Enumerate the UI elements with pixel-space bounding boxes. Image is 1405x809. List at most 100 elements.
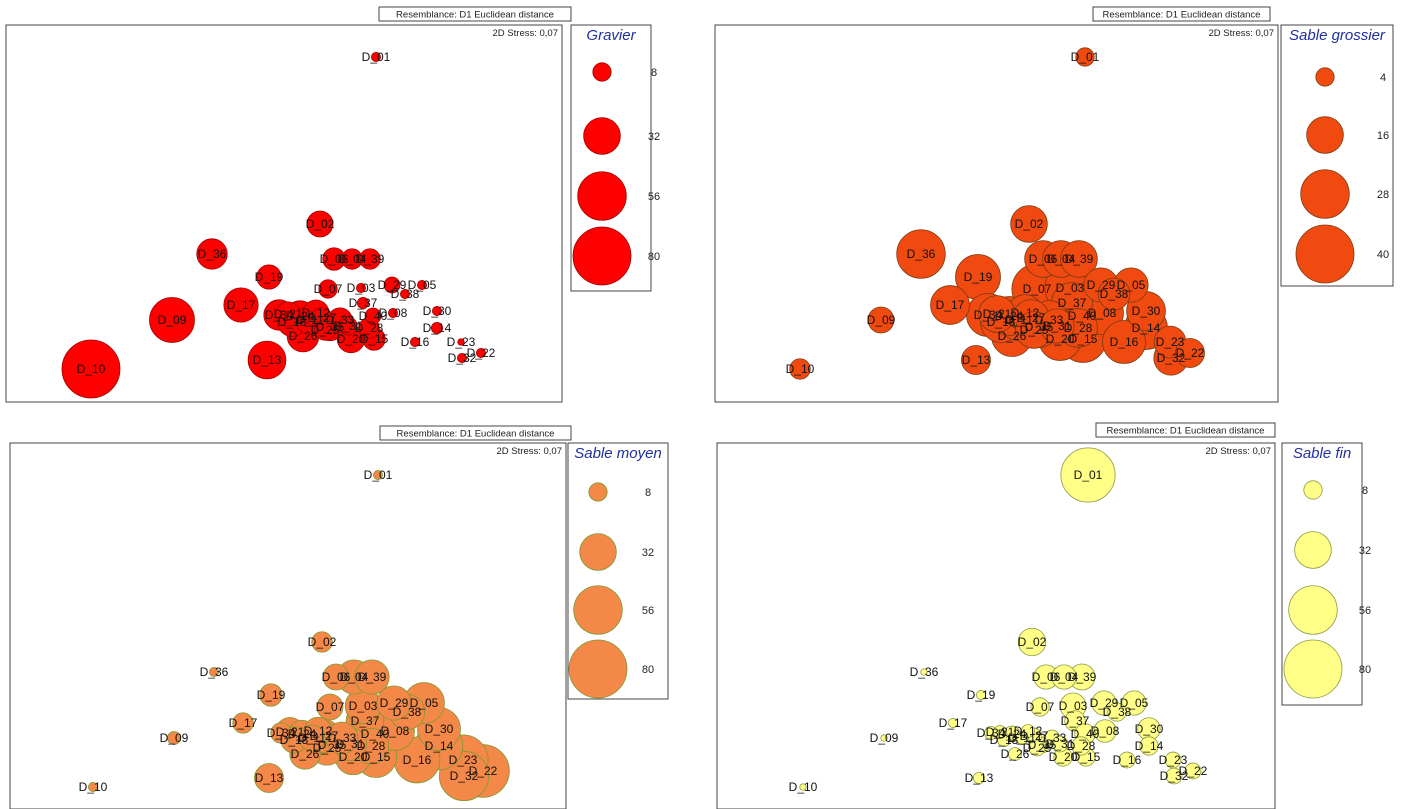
bubble-d-28 (1071, 736, 1091, 756)
bubble-d-11 (298, 724, 326, 752)
bubble-d-30 (432, 306, 442, 316)
station-label: D_35 (1028, 738, 1057, 752)
bubble-d-25 (314, 319, 336, 341)
bubble-d-07 (316, 693, 344, 721)
legend-title: Sable fin (1293, 445, 1351, 462)
bubble-d-32 (457, 353, 467, 363)
station-label: D_22 (1179, 764, 1208, 778)
station-label: D_03 (349, 699, 378, 713)
legend-value: 16 (1377, 130, 1389, 142)
station-label: D_20 (1046, 332, 1075, 346)
station-label: D_08 (1088, 306, 1117, 320)
station-label: D_07 (314, 282, 343, 296)
station-label: D_38 (391, 287, 420, 301)
station-label: D_15 (1069, 332, 1098, 346)
bubble-d-12 (1021, 724, 1035, 738)
station-label: D_18 (987, 315, 1016, 329)
station-label: D_38 (393, 705, 422, 719)
bubbles (789, 47, 1205, 380)
panel-2: Resemblance: D1 Euclidean distance 2D Str… (714, 6, 1394, 403)
station-label: D_30 (425, 722, 454, 736)
bubble-d-37 (356, 296, 370, 310)
plot-frame (716, 442, 1276, 809)
station-label: D_20 (337, 332, 366, 346)
station-label: D_33 (326, 313, 355, 327)
station-label: D_19 (967, 688, 996, 702)
station-label: D_17 (936, 298, 965, 312)
station-label: D_15 (1072, 750, 1101, 764)
bubble-d-29 (376, 685, 412, 721)
station-label: D_34 (977, 726, 1006, 740)
station-label: D_01 (364, 468, 393, 482)
bubble-d-10 (799, 783, 807, 791)
station-label: D_36 (198, 247, 227, 261)
legend-value: 80 (642, 664, 654, 676)
bubble-d-40 (364, 307, 382, 325)
station-label: D_07 (1023, 282, 1052, 296)
station-label: D_17 (227, 298, 256, 312)
bubble-d-01 (373, 470, 383, 480)
station-label: D_26 (1001, 747, 1030, 761)
station-label: D_21 (983, 307, 1012, 321)
station-label: D_10 (789, 780, 818, 794)
legend-value: 56 (1359, 605, 1371, 617)
station-label: D_30 (1135, 722, 1164, 736)
station-label: D_25 (311, 323, 340, 337)
bubble-d-09 (167, 731, 181, 745)
bubble-d-31 (1039, 308, 1075, 344)
station-label: D_16 (1113, 753, 1142, 767)
station-label: D_12 (1014, 724, 1043, 738)
station-label: D_29 (1090, 696, 1119, 710)
bubble-d-09 (149, 297, 195, 343)
station-label: D_35 (1025, 320, 1054, 334)
station-label: D_32 (450, 769, 479, 783)
bubble-d-21 (993, 725, 1007, 739)
stress-label: 2D Stress: 0,07 (1206, 446, 1271, 457)
station-label: D_05 (1120, 696, 1149, 710)
bubbles (88, 470, 510, 802)
station-label: D_28 (1064, 321, 1093, 335)
station-label: D_25 (1020, 323, 1049, 337)
station-label: D_32 (448, 351, 477, 365)
station-label: D_08 (381, 724, 410, 738)
station-label: D_35 (316, 320, 345, 334)
station-label: D_30 (1132, 304, 1161, 318)
bubble-d-22 (1184, 762, 1202, 780)
bubble-d-36 (920, 668, 928, 676)
resemblance-label: Resemblance: D1 Euclidean distance (396, 10, 554, 21)
station-label: D_15 (362, 750, 391, 764)
bubble-d-16 (1102, 320, 1146, 364)
station-label: D_22 (469, 764, 498, 778)
station-label: D_06 (1032, 670, 1061, 684)
station-label: D_10 (79, 780, 108, 794)
legend-bubble (1294, 531, 1332, 569)
legend-value: 56 (642, 605, 654, 617)
bubble-d-38 (1097, 277, 1131, 311)
legend-value: 28 (1377, 189, 1389, 201)
station-label: D_37 (351, 714, 380, 728)
station-label: D_37 (349, 296, 378, 310)
bubble-d-26 (1008, 747, 1022, 761)
bubble-d-38 (400, 289, 410, 299)
station-label: D_36 (910, 665, 939, 679)
station-label: D_26 (291, 747, 320, 761)
bubbles (799, 447, 1202, 791)
bubble-d-39 (1060, 240, 1098, 278)
legend-bubble (1300, 169, 1350, 219)
bubble-d-36 (196, 238, 228, 270)
station-label: D_27 (310, 729, 339, 743)
station-label: D_18 (278, 315, 307, 329)
bubble-d-07 (1030, 697, 1050, 717)
bubble-d-38 (1107, 702, 1127, 722)
station-label: D_19 (255, 270, 284, 284)
bubble-d-01 (1075, 47, 1095, 67)
bubble-d-13 (254, 763, 284, 793)
station-label: D_40 (1071, 727, 1100, 741)
resemblance-box (1092, 6, 1271, 22)
station-label: D_39 (358, 670, 387, 684)
bubble-d-01 (371, 52, 381, 62)
legend-bubble (1306, 116, 1344, 154)
station-label: D_28 (355, 321, 384, 335)
bubble-d-21 (275, 301, 301, 327)
bubble-d-01 (1060, 447, 1116, 503)
